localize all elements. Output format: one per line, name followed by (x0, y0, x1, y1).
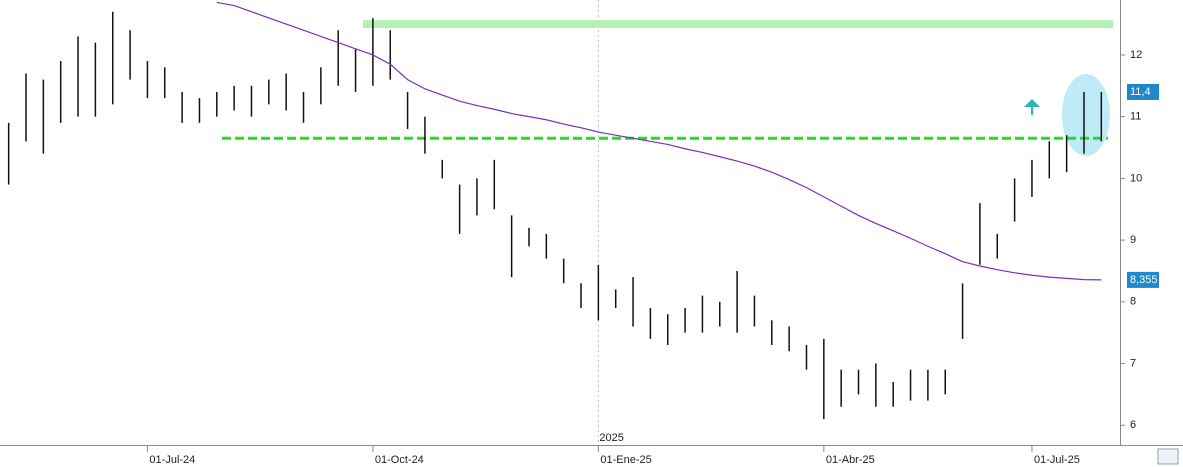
last-value-box (1127, 83, 1159, 100)
y-tick-label: 8 (1130, 296, 1136, 308)
y-tick-label: 7 (1130, 357, 1136, 369)
y-tick-label: 11 (1130, 111, 1141, 123)
last-value-label: 8,355 (1130, 274, 1158, 286)
year-label: 2025 (599, 432, 623, 444)
x-tick-label: 01-Oct-24 (375, 454, 424, 466)
last-value-label: 11,4 (1130, 86, 1151, 98)
settings-button[interactable] (1157, 448, 1179, 465)
y-tick-label: 12 (1130, 49, 1142, 61)
x-tick-label: 01-Jul-25 (1034, 454, 1080, 466)
last-value-box (1127, 271, 1159, 288)
x-tick-label: 01-Jul-24 (149, 454, 195, 466)
y-tick-label: 9 (1130, 234, 1136, 246)
x-tick-label: 01-Abr-25 (826, 454, 875, 466)
y-tick-label: 6 (1130, 419, 1136, 431)
up-arrow (1024, 99, 1040, 115)
y-tick-label: 10 (1130, 172, 1142, 184)
highlight-ellipse (1062, 74, 1110, 156)
moving-average (216, 1, 1102, 281)
x-tick-label: 01-Ene-25 (600, 454, 651, 466)
